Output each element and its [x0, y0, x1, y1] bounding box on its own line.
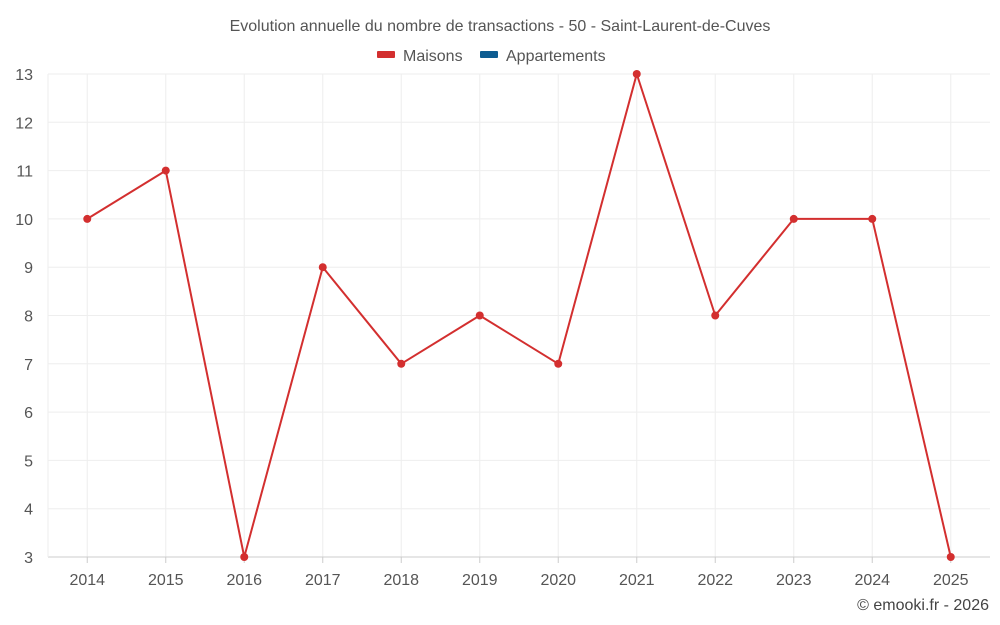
y-tick-label-11: 11: [16, 164, 33, 181]
data-point-2022: [711, 311, 720, 320]
legend-item-appartements[interactable]: Appartements: [480, 48, 606, 65]
series-line-maisons: [86, 73, 952, 558]
y-tick-label-4: 4: [24, 502, 33, 519]
legend-swatch-appartements: [480, 51, 498, 58]
x-tick-label-2019: 2019: [462, 572, 498, 589]
x-tick-label-2022: 2022: [697, 572, 733, 589]
data-point-2023: [789, 214, 798, 223]
y-tick-label-7: 7: [24, 357, 33, 374]
legend-swatch-maisons: [377, 51, 395, 58]
y-tick-label-9: 9: [24, 260, 33, 277]
grid: [48, 73, 990, 557]
data-point-2025: [946, 553, 955, 561]
y-tick-label-12: 12: [15, 115, 33, 132]
y-tick-label-10: 10: [15, 212, 33, 229]
data-point-2015: [161, 166, 170, 175]
y-tick-label-6: 6: [24, 405, 33, 422]
x-tick-label-2020: 2020: [540, 572, 576, 589]
series-maisons: [83, 70, 955, 561]
data-point-2016: [240, 553, 249, 561]
x-tick-label-2016: 2016: [226, 572, 262, 589]
data-point-2017: [318, 263, 327, 272]
x-tick-label-2015: 2015: [148, 572, 184, 589]
y-tick-label-8: 8: [24, 309, 33, 326]
y-tick-label-13: 13: [15, 67, 33, 84]
x-tick-label-2025: 2025: [933, 572, 969, 589]
x-tick-label-2014: 2014: [69, 572, 105, 589]
y-tick-label-5: 5: [24, 453, 33, 470]
legend-item-maisons[interactable]: Maisons: [377, 48, 463, 65]
x-tick-label-2023: 2023: [776, 572, 812, 589]
credit-text: © emooki.fr - 2026: [857, 597, 989, 614]
data-point-2014: [83, 214, 92, 223]
data-point-2024: [868, 214, 877, 223]
chart-title: Evolution annuelle du nombre de transact…: [230, 18, 771, 35]
legend-label-maisons: Maisons: [403, 48, 463, 65]
x-tick-label-2024: 2024: [854, 572, 890, 589]
legend-label-appartements: Appartements: [506, 48, 606, 65]
data-point-2018: [397, 359, 406, 368]
y-tick-label-3: 3: [24, 550, 33, 567]
data-point-2020: [554, 359, 563, 368]
x-tick-label-2021: 2021: [619, 572, 655, 589]
axes: 3 4 5 6 7 8 9 10 11 12 13 2014 2015 2016 2017 2018 2019 2…: [15, 67, 990, 589]
data-point-2021: [632, 70, 641, 78]
x-tick-label-2017: 2017: [305, 572, 341, 589]
x-tick-label-2018: 2018: [383, 572, 419, 589]
data-point-2019: [475, 311, 484, 320]
legend: Maisons Appartements: [377, 48, 606, 65]
